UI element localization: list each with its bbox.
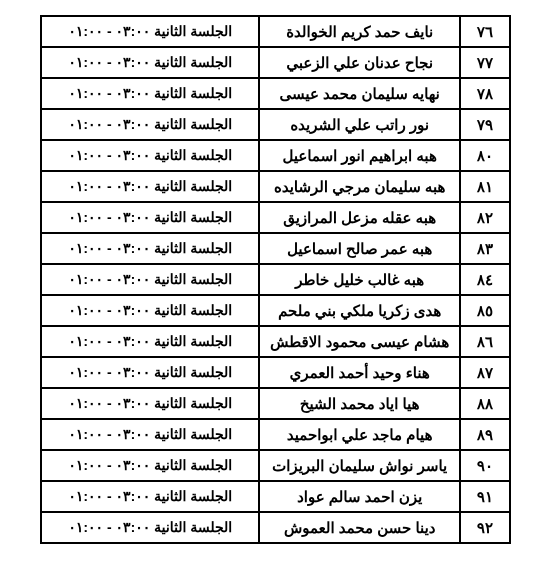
person-name: هدى زكريا ملكي بني ملحم bbox=[259, 295, 459, 326]
person-name: هبه غالب خليل خاطر bbox=[259, 264, 459, 295]
person-name: يزن احمد سالم عواد bbox=[259, 481, 459, 512]
table-body: ٧٦نايف حمد كريم الخوالدةالجلسة الثانية ٠… bbox=[41, 16, 510, 543]
session-time: الجلسة الثانية ٠٣:٠٠ - ٠١:٠٠ bbox=[41, 171, 259, 202]
person-name: دينا حسن محمد العموش bbox=[259, 512, 459, 543]
table-row: ٧٩نور راتب علي الشريدهالجلسة الثانية ٠٣:… bbox=[41, 109, 510, 140]
row-number: ٨٧ bbox=[460, 357, 510, 388]
row-number: ٩٠ bbox=[460, 450, 510, 481]
person-name: نهايه سليمان محمد عيسى bbox=[259, 78, 459, 109]
session-time: الجلسة الثانية ٠٣:٠٠ - ٠١:٠٠ bbox=[41, 419, 259, 450]
row-number: ٨١ bbox=[460, 171, 510, 202]
session-time: الجلسة الثانية ٠٣:٠٠ - ٠١:٠٠ bbox=[41, 481, 259, 512]
table-row: ٨٧هناء وحيد أحمد العمريالجلسة الثانية ٠٣… bbox=[41, 357, 510, 388]
session-time: الجلسة الثانية ٠٣:٠٠ - ٠١:٠٠ bbox=[41, 326, 259, 357]
table-row: ٨٩هيام ماجد علي ابواحميدالجلسة الثانية ٠… bbox=[41, 419, 510, 450]
row-number: ٨٥ bbox=[460, 295, 510, 326]
table-row: ٨٥هدى زكريا ملكي بني ملحمالجلسة الثانية … bbox=[41, 295, 510, 326]
person-name: هيا اياد محمد الشيخ bbox=[259, 388, 459, 419]
table-row: ٨٢هبه عقله مزعل المرازيقالجلسة الثانية ٠… bbox=[41, 202, 510, 233]
row-number: ٨٦ bbox=[460, 326, 510, 357]
table-row: ٨١هبه سليمان مرجي الرشايدهالجلسة الثانية… bbox=[41, 171, 510, 202]
table-row: ٩٢دينا حسن محمد العموشالجلسة الثانية ٠٣:… bbox=[41, 512, 510, 543]
table-row: ٨٣هبه عمر صالح اسماعيلالجلسة الثانية ٠٣:… bbox=[41, 233, 510, 264]
table-row: ٧٧نجاح عدنان علي الزعبيالجلسة الثانية ٠٣… bbox=[41, 47, 510, 78]
session-time: الجلسة الثانية ٠٣:٠٠ - ٠١:٠٠ bbox=[41, 295, 259, 326]
person-name: نجاح عدنان علي الزعبي bbox=[259, 47, 459, 78]
row-number: ٨٩ bbox=[460, 419, 510, 450]
row-number: ٨٣ bbox=[460, 233, 510, 264]
session-time: الجلسة الثانية ٠٣:٠٠ - ٠١:٠٠ bbox=[41, 264, 259, 295]
session-time: الجلسة الثانية ٠٣:٠٠ - ٠١:٠٠ bbox=[41, 512, 259, 543]
session-time: الجلسة الثانية ٠٣:٠٠ - ٠١:٠٠ bbox=[41, 16, 259, 47]
table-row: ٩١يزن احمد سالم عوادالجلسة الثانية ٠٣:٠٠… bbox=[41, 481, 510, 512]
row-number: ٨٨ bbox=[460, 388, 510, 419]
person-name: هبه سليمان مرجي الرشايده bbox=[259, 171, 459, 202]
person-name: هبه عمر صالح اسماعيل bbox=[259, 233, 459, 264]
session-time: الجلسة الثانية ٠٣:٠٠ - ٠١:٠٠ bbox=[41, 357, 259, 388]
session-time: الجلسة الثانية ٠٣:٠٠ - ٠١:٠٠ bbox=[41, 450, 259, 481]
row-number: ٧٨ bbox=[460, 78, 510, 109]
schedule-table: ٧٦نايف حمد كريم الخوالدةالجلسة الثانية ٠… bbox=[40, 15, 511, 544]
row-number: ٨٤ bbox=[460, 264, 510, 295]
session-time: الجلسة الثانية ٠٣:٠٠ - ٠١:٠٠ bbox=[41, 233, 259, 264]
session-time: الجلسة الثانية ٠٣:٠٠ - ٠١:٠٠ bbox=[41, 388, 259, 419]
table-row: ٧٦نايف حمد كريم الخوالدةالجلسة الثانية ٠… bbox=[41, 16, 510, 47]
person-name: هشام عيسى محمود الاقطش bbox=[259, 326, 459, 357]
row-number: ٧٧ bbox=[460, 47, 510, 78]
table-row: ٨٤هبه غالب خليل خاطرالجلسة الثانية ٠٣:٠٠… bbox=[41, 264, 510, 295]
person-name: ياسر نواش سليمان البريزات bbox=[259, 450, 459, 481]
table-row: ٧٨نهايه سليمان محمد عيسىالجلسة الثانية ٠… bbox=[41, 78, 510, 109]
row-number: ٧٦ bbox=[460, 16, 510, 47]
table-row: ٨٨هيا اياد محمد الشيخالجلسة الثانية ٠٣:٠… bbox=[41, 388, 510, 419]
session-time: الجلسة الثانية ٠٣:٠٠ - ٠١:٠٠ bbox=[41, 47, 259, 78]
person-name: هيام ماجد علي ابواحميد bbox=[259, 419, 459, 450]
person-name: هبه عقله مزعل المرازيق bbox=[259, 202, 459, 233]
row-number: ٩٢ bbox=[460, 512, 510, 543]
table-row: ٨٠هبه ابراهيم انور اسماعيلالجلسة الثانية… bbox=[41, 140, 510, 171]
row-number: ٨٢ bbox=[460, 202, 510, 233]
person-name: نايف حمد كريم الخوالدة bbox=[259, 16, 459, 47]
session-time: الجلسة الثانية ٠٣:٠٠ - ٠١:٠٠ bbox=[41, 78, 259, 109]
person-name: هبه ابراهيم انور اسماعيل bbox=[259, 140, 459, 171]
row-number: ٩١ bbox=[460, 481, 510, 512]
person-name: هناء وحيد أحمد العمري bbox=[259, 357, 459, 388]
row-number: ٧٩ bbox=[460, 109, 510, 140]
table-row: ٩٠ياسر نواش سليمان البريزاتالجلسة الثاني… bbox=[41, 450, 510, 481]
row-number: ٨٠ bbox=[460, 140, 510, 171]
table-row: ٨٦هشام عيسى محمود الاقطشالجلسة الثانية ٠… bbox=[41, 326, 510, 357]
session-time: الجلسة الثانية ٠٣:٠٠ - ٠١:٠٠ bbox=[41, 140, 259, 171]
session-time: الجلسة الثانية ٠٣:٠٠ - ٠١:٠٠ bbox=[41, 202, 259, 233]
session-time: الجلسة الثانية ٠٣:٠٠ - ٠١:٠٠ bbox=[41, 109, 259, 140]
person-name: نور راتب علي الشريده bbox=[259, 109, 459, 140]
